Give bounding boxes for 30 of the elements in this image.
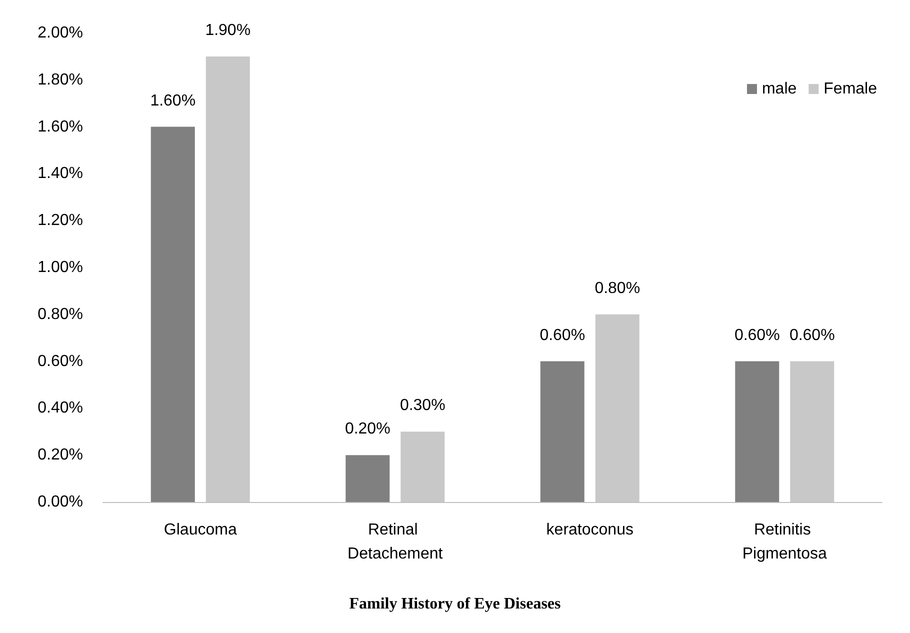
data-label: 1.90% (205, 22, 251, 39)
bar (735, 361, 780, 502)
data-label: 0.60% (789, 326, 835, 344)
y-tick-label: 1.60% (38, 118, 83, 136)
bar (540, 361, 584, 502)
data-label: 1.60% (150, 92, 196, 110)
x-tick-label: Retinal Detachement (348, 522, 444, 562)
y-tick-label: 0.60% (38, 352, 83, 370)
data-label: 0.60% (540, 326, 586, 344)
y-tick-label: 0.80% (38, 306, 83, 323)
data-label: 0.20% (344, 420, 390, 438)
text: Family History of Eye Diseases (349, 596, 561, 612)
data-label: 0.60% (734, 326, 780, 344)
x-tick-label: keratoconus (546, 522, 634, 538)
y-tick-label: 0.20% (38, 446, 83, 464)
bar (346, 455, 390, 502)
y-tick-label: 1.80% (38, 71, 83, 88)
y-tick-label: 0.00% (38, 494, 83, 510)
x-tick-label: Glaucoma (164, 522, 237, 538)
y-tick-label: 2.00% (38, 24, 83, 42)
y-tick-label: 0.40% (38, 400, 83, 417)
y-tick-label: 1.40% (38, 165, 83, 182)
legend-label: Female (824, 80, 878, 98)
legend-label: male (762, 80, 797, 98)
x-tick-label: Retinitis Pigmentosa (742, 522, 827, 562)
data-label: 0.30% (400, 397, 446, 414)
bar (150, 126, 195, 502)
data-label: 0.80% (594, 280, 640, 297)
y-tick-label: 1.00% (38, 259, 83, 276)
y-tick-label: 1.20% (38, 212, 83, 230)
